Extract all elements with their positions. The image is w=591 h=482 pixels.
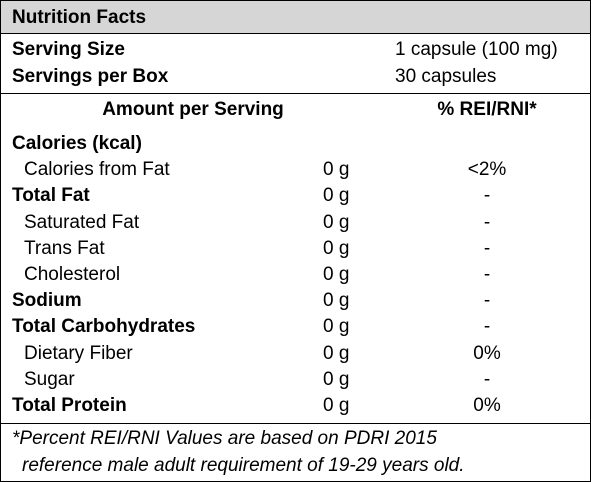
row-label: Trans Fat (24, 237, 105, 259)
column-header: % REI/RNI* (437, 99, 537, 120)
row-label: Dietary Fiber (24, 342, 133, 364)
row-percent: - (483, 368, 491, 390)
row-percent: 0% (473, 395, 501, 416)
row-amount: 0 g (323, 290, 350, 312)
row-percent: - (483, 211, 491, 233)
row-percent: - (483, 316, 491, 338)
row-label: Saturated Fat (24, 211, 140, 233)
row-percent: - (483, 290, 491, 312)
row-amount: 0 g (323, 395, 350, 416)
row-percent: <2% (467, 159, 507, 181)
serving-value: 30 capsules (395, 66, 497, 87)
header-band (1, 1, 590, 34)
column-header: Amount per Serving (102, 99, 284, 120)
row-amount: 0 g (323, 368, 350, 390)
row-amount: 0 g (323, 316, 350, 338)
row-percent: 0% (473, 342, 501, 364)
row-amount: 0 g (323, 264, 350, 285)
divider (1, 423, 590, 424)
row-label: Sugar (24, 368, 75, 390)
row-label: Cholesterol (24, 264, 121, 285)
row-label: Calories from Fat (24, 159, 170, 181)
row-label: Total Protein (12, 395, 127, 416)
row-amount: 0 g (323, 159, 350, 181)
serving-value: 1 capsule (100 mg) (395, 39, 558, 60)
footnote: *Percent REI/RNI Values are based on PDR… (12, 428, 437, 449)
row-percent: - (483, 185, 491, 207)
serving-label: Servings per Box (12, 66, 169, 87)
footnote: reference male adult requirement of 19-2… (22, 455, 465, 476)
title: Nutrition Facts (12, 7, 147, 28)
row-label: Total Fat (12, 185, 90, 207)
row-amount: 0 g (323, 185, 350, 207)
divider (1, 93, 590, 94)
row-label: Sodium (12, 290, 82, 312)
row-label: Calories (kcal) (12, 133, 142, 154)
row-percent: - (483, 237, 491, 259)
row-amount: 0 g (323, 211, 350, 233)
row-amount: 0 g (323, 237, 350, 259)
row-label: Total Carbohydrates (12, 316, 196, 338)
row-amount: 0 g (323, 342, 350, 364)
row-percent: - (483, 264, 491, 285)
serving-label: Serving Size (12, 39, 125, 60)
